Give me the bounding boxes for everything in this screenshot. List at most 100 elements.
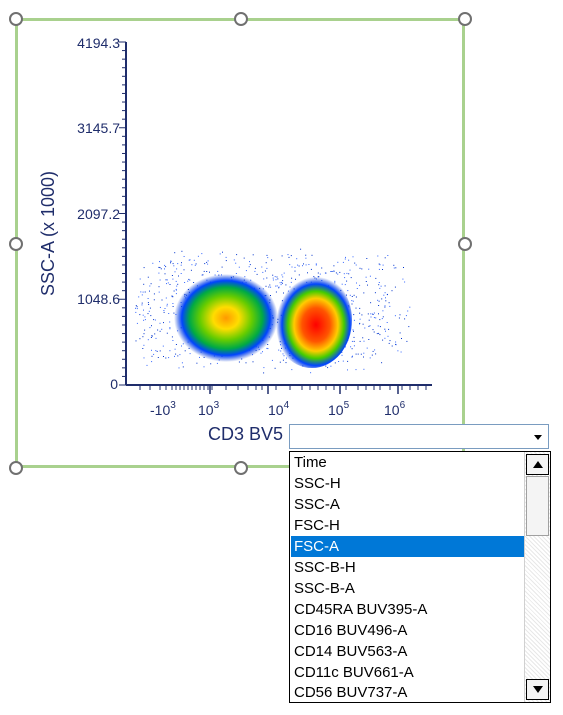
scatter-event	[277, 278, 279, 280]
scatter-event	[175, 280, 177, 282]
scroll-down-button[interactable]	[526, 679, 549, 700]
list-item[interactable]: SSC-B-A	[294, 580, 355, 597]
list-item[interactable]: CD45RA BUV395-A	[294, 601, 428, 618]
list-item[interactable]: SSC-H	[294, 475, 341, 492]
scatter-event	[379, 334, 381, 336]
scatter-event	[298, 265, 300, 267]
list-item[interactable]: CD11c BUV661-A	[294, 664, 414, 681]
scatter-event	[150, 315, 152, 317]
scatter-event	[275, 285, 277, 287]
scatter-event	[153, 319, 155, 321]
list-item[interactable]: SSC-B-H	[294, 559, 356, 576]
scatter-event	[272, 277, 274, 279]
scatter-event	[135, 340, 137, 342]
scatter-event	[282, 359, 284, 361]
list-item[interactable]: SSC-A	[294, 496, 340, 513]
scatter-event	[274, 367, 276, 369]
scatter-event	[179, 354, 181, 356]
scatter-event	[175, 353, 177, 355]
scatter-event	[181, 362, 183, 364]
scatter-event	[178, 367, 180, 369]
scatter-event	[191, 264, 193, 266]
scatter-event	[267, 348, 269, 350]
scatter-event	[363, 340, 365, 342]
scatter-event	[375, 317, 377, 319]
scatter-event	[378, 305, 380, 306]
scatter-event	[296, 258, 298, 260]
scatter-event	[217, 270, 219, 272]
parameter-list[interactable]: Time SSC-H SSC-A FSC-H FSC-A SSC-B-H SSC…	[289, 451, 551, 703]
scatter-event	[166, 279, 168, 281]
resize-handle-top-right[interactable]	[458, 12, 472, 26]
scatter-event	[221, 266, 223, 268]
scatter-event	[381, 298, 383, 300]
scatter-event	[151, 355, 153, 357]
scatter-event	[280, 350, 282, 352]
scatter-event	[389, 305, 391, 307]
scatter-event	[216, 362, 218, 364]
scatter-event	[297, 264, 299, 266]
scatter-event	[378, 284, 380, 286]
resize-handle-top-center[interactable]	[234, 12, 248, 26]
scatter-event	[384, 305, 386, 307]
scatter-event	[351, 340, 353, 342]
list-item[interactable]: CD16 BUV496-A	[294, 622, 408, 639]
scatter-event	[274, 276, 276, 278]
scatter-event	[170, 260, 172, 262]
scatter-event	[173, 290, 175, 292]
scatter-event	[159, 261, 160, 263]
resize-handle-bottom-left[interactable]	[9, 461, 23, 475]
scatter-event	[162, 345, 164, 347]
scatter-event	[384, 337, 386, 339]
list-scrollbar[interactable]	[524, 452, 550, 702]
list-item-selected[interactable]: FSC-A	[291, 536, 524, 557]
scatter-event	[371, 354, 373, 356]
scatter-event	[341, 283, 343, 285]
y-tick-label-3: 1048.6	[77, 291, 120, 307]
scatter-event	[184, 350, 186, 352]
scatter-event	[353, 314, 355, 316]
scatter-event	[279, 282, 281, 284]
scatter-event	[244, 276, 246, 278]
list-item[interactable]: CD56 BUV737-A	[294, 684, 408, 701]
scatter-event	[141, 304, 143, 306]
scatter-event	[233, 259, 235, 261]
scatter-event	[260, 352, 262, 354]
scatter-event	[147, 302, 149, 304]
scroll-thumb[interactable]	[526, 476, 549, 536]
list-item[interactable]: CD14 BUV563-A	[294, 643, 408, 660]
scroll-up-button[interactable]	[526, 454, 549, 475]
scatter-event	[347, 290, 349, 292]
scatter-event	[342, 261, 344, 263]
x-tick-label-4: 106	[384, 400, 406, 418]
scatter-event	[377, 255, 379, 257]
scatter-event	[275, 279, 277, 281]
resize-handle-top-left[interactable]	[9, 12, 23, 26]
parameter-dropdown[interactable]	[289, 424, 549, 449]
plot-svg: 4194.3 3145.7 2097.2 1048.6 0 -103 103 1…	[38, 35, 432, 444]
scatter-event	[171, 336, 173, 338]
scatter-event	[166, 332, 168, 334]
scatter-event	[282, 276, 284, 278]
scatter-event	[367, 313, 369, 315]
resize-handle-bottom-center[interactable]	[234, 461, 248, 475]
scatter-event	[315, 263, 317, 265]
scatter-event	[203, 270, 205, 272]
resize-handle-middle-left[interactable]	[9, 237, 23, 251]
scatter-event	[330, 271, 332, 272]
chevron-down-icon[interactable]	[534, 435, 542, 440]
scatter-event	[142, 314, 144, 316]
list-item[interactable]: FSC-H	[294, 517, 340, 534]
scatter-event	[143, 309, 144, 311]
scatter-event	[271, 359, 273, 361]
scatter-event	[399, 332, 401, 334]
scatter-event	[142, 348, 144, 349]
scatter-event	[166, 305, 168, 307]
resize-handle-middle-right[interactable]	[458, 237, 472, 251]
scatter-event	[172, 306, 174, 307]
scatter-event	[178, 275, 179, 277]
list-item[interactable]: Time	[294, 454, 327, 471]
x-axis-title: CD3 BV5	[208, 424, 283, 444]
scatter-event	[159, 330, 161, 332]
scatter-event	[170, 262, 171, 264]
